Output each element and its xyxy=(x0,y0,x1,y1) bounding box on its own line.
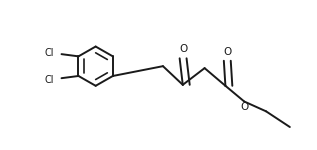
Text: Cl: Cl xyxy=(45,48,54,58)
Text: O: O xyxy=(240,102,248,112)
Text: Cl: Cl xyxy=(45,75,54,85)
Text: O: O xyxy=(179,45,187,54)
Text: O: O xyxy=(223,47,231,57)
